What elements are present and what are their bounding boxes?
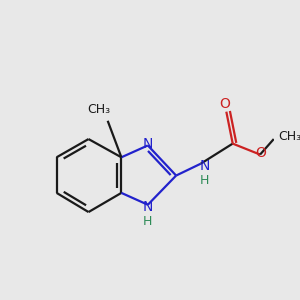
- Text: N: N: [143, 136, 153, 151]
- Text: CH₃: CH₃: [87, 103, 110, 116]
- Text: H: H: [200, 174, 209, 187]
- Text: H: H: [143, 215, 152, 228]
- Text: N: N: [199, 159, 210, 173]
- Text: CH₃: CH₃: [278, 130, 300, 143]
- Text: O: O: [219, 98, 230, 111]
- Text: O: O: [256, 146, 266, 160]
- Text: N: N: [143, 200, 153, 214]
